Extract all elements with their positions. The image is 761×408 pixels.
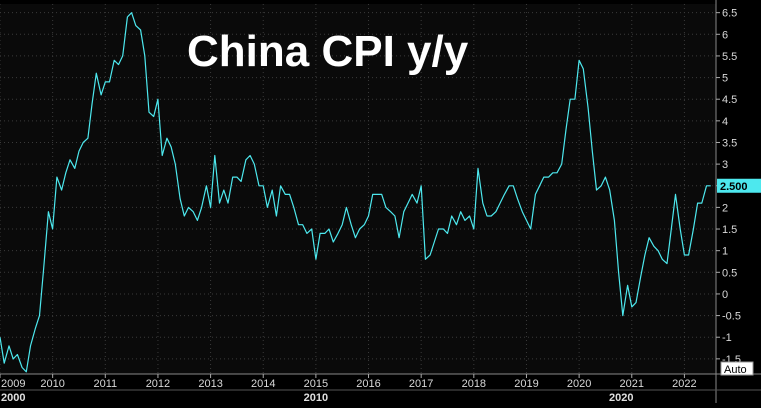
y-tick-label: 3.5 xyxy=(722,137,737,149)
x-tick-label: 2013 xyxy=(198,378,222,390)
y-tick-label: -0.5 xyxy=(722,311,741,323)
auto-scale-box[interactable] xyxy=(720,361,754,376)
auto-scale-button[interactable]: Auto xyxy=(720,361,754,376)
series-layer xyxy=(0,12,711,373)
y-tick-label: 4.5 xyxy=(722,94,737,106)
x-tick-label: 2014 xyxy=(251,378,275,390)
y-tick-label: 1 xyxy=(722,246,728,258)
x-tick-label: 2011 xyxy=(93,378,117,390)
y-tick-label: 3 xyxy=(722,159,728,171)
last-value-badge: 2.500 xyxy=(717,178,761,193)
y-tick-label: 0.5 xyxy=(722,267,737,279)
last-value-label: 2.500 xyxy=(720,181,748,193)
x-tick-label: 2022 xyxy=(672,378,696,390)
series-line xyxy=(0,12,711,373)
y-tick-label: 1.5 xyxy=(722,224,737,236)
y-tick-label: 5.5 xyxy=(722,51,737,63)
auto-scale-label[interactable]: Auto xyxy=(724,364,747,376)
y-tick-label: -1 xyxy=(722,332,732,344)
x-tick-label: 2018 xyxy=(462,378,486,390)
x-tick-label: 2016 xyxy=(356,378,380,390)
y-tick-label: 6.5 xyxy=(722,8,737,20)
x-tick-label: 2021 xyxy=(620,378,644,390)
x-tick-label: 2019 xyxy=(514,378,538,390)
decade-label: 2020 xyxy=(609,392,633,403)
x-axis-ticks: 2009 2010 2011 2012 2013 2014 2015 2016 2017 2018… xyxy=(0,374,697,404)
y-tick-label: 0 xyxy=(722,289,728,301)
x-tick-label: 2009 xyxy=(1,378,25,390)
decade-label: 2010 xyxy=(304,392,328,403)
x-tick-label: 2012 xyxy=(146,378,170,390)
y-tick-label: 5 xyxy=(722,73,728,85)
chart-title: China CPI y/y xyxy=(187,27,469,76)
x-tick-label: 2017 xyxy=(409,378,433,390)
y-tick-label: 6 xyxy=(722,29,728,41)
x-tick-label: 2010 xyxy=(40,378,64,390)
y-tick-label: 2 xyxy=(722,202,728,214)
x-tick-label: 2020 xyxy=(567,378,591,390)
y-tick-label: 4 xyxy=(722,116,728,128)
decade-label: 2000 xyxy=(1,392,25,403)
grid-lines xyxy=(0,4,716,374)
last-value-badge-box xyxy=(717,178,761,193)
x-tick-label: 2015 xyxy=(304,378,328,390)
